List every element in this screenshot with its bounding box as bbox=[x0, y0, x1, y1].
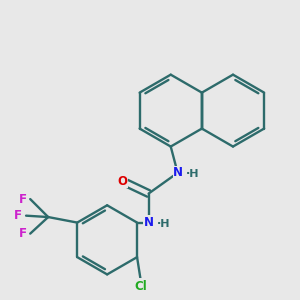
Text: F: F bbox=[19, 227, 27, 240]
Text: N: N bbox=[173, 166, 183, 179]
Text: F: F bbox=[19, 193, 27, 206]
Text: N: N bbox=[144, 216, 154, 229]
Text: O: O bbox=[117, 175, 128, 188]
Text: ·H: ·H bbox=[186, 169, 200, 179]
Text: Cl: Cl bbox=[134, 280, 147, 293]
Text: ·H: ·H bbox=[157, 219, 171, 229]
Text: F: F bbox=[14, 209, 22, 222]
